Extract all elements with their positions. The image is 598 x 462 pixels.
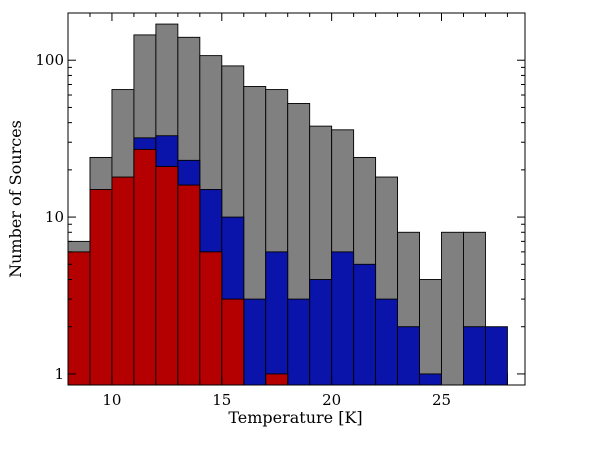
plot-frame <box>67 12 526 386</box>
histogram-bar <box>89 189 113 386</box>
histogram-bar <box>419 279 442 386</box>
histogram-bar <box>265 373 289 386</box>
y-tick-label: 1 <box>54 365 64 383</box>
histogram-bar <box>199 251 223 386</box>
histogram-bar <box>309 279 333 386</box>
histogram-bar <box>485 326 508 386</box>
x-tick-label: 10 <box>102 391 121 409</box>
histogram-bar <box>463 326 486 386</box>
bars-group <box>67 23 508 386</box>
histogram-bar <box>155 166 179 386</box>
x-axis-label: Temperature [K] <box>228 408 362 427</box>
x-tick-label: 20 <box>322 391 341 409</box>
y-tick-label: 100 <box>35 51 64 69</box>
x-tick-label: 15 <box>212 391 231 409</box>
histogram-bar <box>67 251 91 386</box>
histogram-bar <box>243 298 267 386</box>
histogram-bar <box>177 184 201 386</box>
histogram-bar <box>111 176 135 386</box>
y-tick-label: 10 <box>45 208 64 226</box>
histogram-bar <box>265 251 289 386</box>
histogram-bar <box>221 298 245 386</box>
tick-labels-group: 10 15 20 25 1 10 100 <box>35 51 451 409</box>
histogram-bar <box>419 373 442 386</box>
histogram-bar <box>353 263 377 386</box>
histogram-bar <box>287 298 311 386</box>
x-tick-label: 25 <box>432 391 451 409</box>
histogram-bar <box>133 148 157 386</box>
y-axis-label: Number of Sources <box>6 120 25 278</box>
histogram-bar <box>331 251 355 386</box>
histogram-bar <box>441 231 464 386</box>
histogram-bar <box>397 326 420 386</box>
histogram-bar <box>375 298 399 386</box>
